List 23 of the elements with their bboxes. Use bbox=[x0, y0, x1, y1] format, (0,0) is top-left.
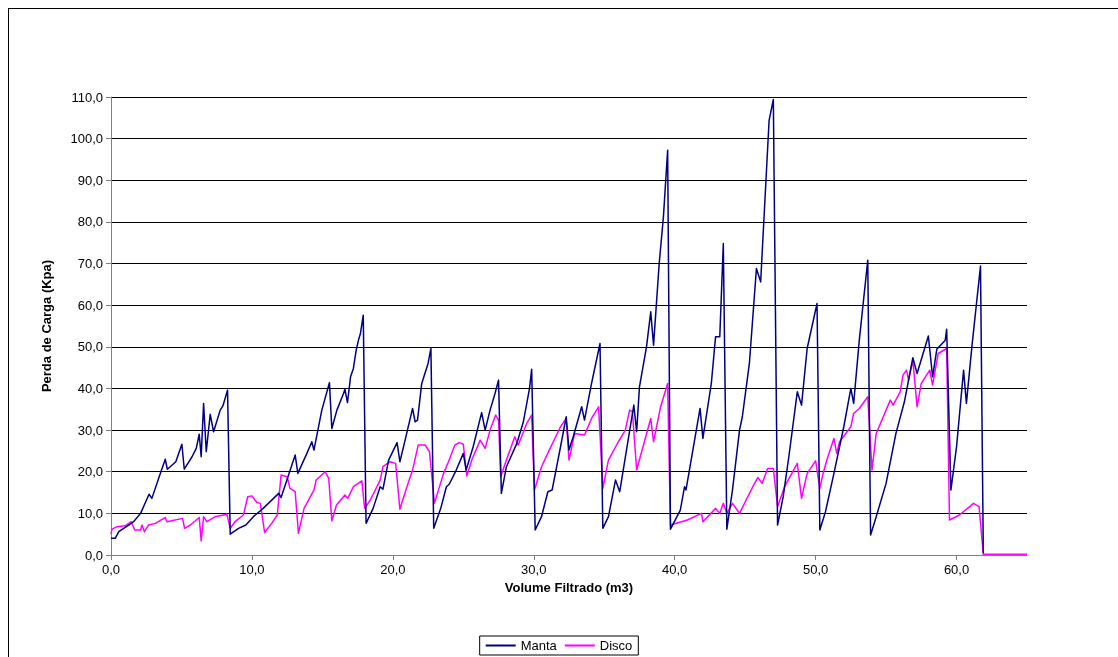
y-tick-label: 90,0 bbox=[77, 172, 103, 188]
y-tick-label: 60,0 bbox=[77, 297, 103, 313]
x-tick-label: 0,0 bbox=[101, 562, 121, 577]
y-tick-label: 0,0 bbox=[84, 547, 103, 563]
y-tick-label: 110,0 bbox=[71, 89, 103, 105]
y-tick-label: 50,0 bbox=[77, 339, 103, 355]
y-axis-title: Perda de Carga (Kpa) bbox=[39, 259, 54, 393]
y-tick-label: 80,0 bbox=[77, 214, 103, 230]
x-tick-label: 60,0 bbox=[943, 562, 970, 577]
x-axis-title: Volume Filtrado (m3) bbox=[504, 579, 634, 595]
legend-label: Disco bbox=[599, 638, 633, 653]
x-tick-label: 10,0 bbox=[239, 562, 265, 577]
y-tick-label: 70,0 bbox=[77, 256, 103, 272]
y-tick-label: 30,0 bbox=[77, 422, 103, 438]
x-tick-label: 30,0 bbox=[521, 562, 547, 577]
legend-label: Manta bbox=[520, 638, 558, 653]
y-tick-label: 10,0 bbox=[77, 505, 103, 521]
x-tick-label: 20,0 bbox=[380, 562, 406, 577]
y-tick-label: 100,0 bbox=[70, 131, 103, 147]
y-tick-label: 40,0 bbox=[77, 380, 103, 396]
x-tick-label: 50,0 bbox=[802, 562, 829, 577]
x-tick-label: 40,0 bbox=[662, 562, 688, 577]
y-tick-label: 20,0 bbox=[77, 464, 103, 480]
